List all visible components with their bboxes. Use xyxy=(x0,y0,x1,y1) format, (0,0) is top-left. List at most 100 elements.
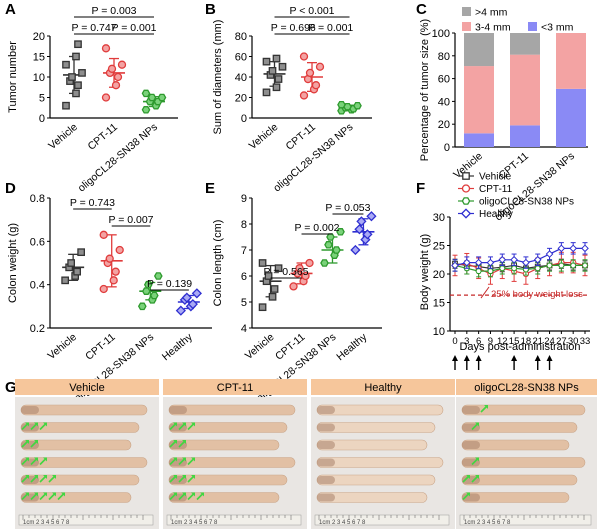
colon-tissue-end xyxy=(21,406,39,414)
tumor-arrow-head xyxy=(25,422,29,427)
series-point xyxy=(510,255,518,264)
x-tick-label-F: 30 xyxy=(568,336,579,347)
tumor-arrow-head xyxy=(475,475,479,479)
data-point xyxy=(268,292,277,301)
panel-letter-E: E xyxy=(205,180,215,197)
data-point xyxy=(305,68,315,78)
series-point xyxy=(462,258,471,267)
photo-label-bar xyxy=(15,379,159,395)
p-value-label: P = 0.696 xyxy=(271,22,316,34)
y-tick-label-C: 20 xyxy=(438,119,450,131)
tumor-arrow-head xyxy=(52,492,56,497)
x-tick-label-F: 0 xyxy=(452,336,457,347)
dose-arrow-head xyxy=(546,355,553,361)
data-point xyxy=(68,73,76,81)
colon-tissue-end xyxy=(317,441,335,449)
data-point xyxy=(305,258,314,268)
y-axis-label-F: Body weight (g) xyxy=(419,234,431,310)
series-point xyxy=(451,261,459,270)
tumor-arrow-head xyxy=(466,475,470,479)
x-tick-label-F: 12 xyxy=(497,336,508,347)
y-tick-label-F: 25 xyxy=(433,241,445,253)
y-axis-label-D: Colon weight (g) xyxy=(7,223,19,303)
data-point xyxy=(274,264,283,273)
y-tick-label-F: 20 xyxy=(433,269,445,281)
y-tick-label-B: 40 xyxy=(235,72,247,84)
data-point xyxy=(113,72,123,82)
ruler xyxy=(18,514,154,526)
data-point xyxy=(109,276,118,285)
tumor-arrow-head xyxy=(25,440,29,444)
data-point xyxy=(141,106,151,114)
data-point xyxy=(101,44,111,53)
data-point xyxy=(311,81,321,90)
tumor-arrow-head xyxy=(34,457,38,462)
data-point xyxy=(72,89,80,98)
data-point xyxy=(301,271,310,281)
dose-arrow-head xyxy=(463,355,470,361)
x-tick-label-F: 24 xyxy=(544,336,555,347)
data-point xyxy=(153,272,163,280)
colon-tissue xyxy=(461,404,586,416)
colon-tissue xyxy=(20,404,148,416)
data-point xyxy=(191,288,202,299)
colon-tissue xyxy=(20,457,148,468)
data-point xyxy=(258,303,267,312)
tumor-arrow-head xyxy=(466,492,470,497)
y-tick-label-B: 60 xyxy=(235,52,247,64)
data-point xyxy=(350,244,361,256)
y-tick-label-B: 20 xyxy=(235,93,247,105)
series-point xyxy=(486,258,495,267)
colon-tissue xyxy=(168,457,296,468)
series-point xyxy=(510,265,518,272)
x-tick-label-F: 6 xyxy=(476,336,481,347)
colon-tissue-end xyxy=(317,406,335,414)
dose-arrow-head xyxy=(534,355,541,361)
x-tick-label-D: Vehicle xyxy=(45,331,79,362)
x-tick-label-A: oligoCL28-SN38 NPs xyxy=(76,121,160,194)
data-point xyxy=(99,284,108,294)
data-point xyxy=(272,83,281,92)
y-tick-label-A: 5 xyxy=(39,93,45,105)
data-point xyxy=(270,285,279,293)
y-tick-label-A: 0 xyxy=(39,113,45,125)
data-point xyxy=(299,52,309,61)
panel-letter-B: B xyxy=(205,1,216,18)
tumor-arrow-head xyxy=(182,440,186,444)
data-point xyxy=(354,224,365,235)
tumor-arrow-head xyxy=(43,492,47,497)
p-value-label: P = 0.743 xyxy=(70,197,115,209)
dose-arrow-head xyxy=(475,355,482,361)
y-tick-label-D: 0.2 xyxy=(30,323,45,335)
data-point xyxy=(187,299,198,310)
legend-marker xyxy=(461,184,471,193)
data-point xyxy=(61,276,69,285)
x-tick-label-D: Healthy xyxy=(160,331,196,364)
legend-label: CPT-11 xyxy=(479,184,513,195)
colon-tissue-end xyxy=(317,423,335,432)
y-tick-label-D: 0.4 xyxy=(30,280,45,292)
tumor-arrow-head xyxy=(191,475,195,479)
tumor-arrow-head xyxy=(173,475,177,479)
legend-label: >4 mm xyxy=(475,7,508,19)
data-point xyxy=(320,259,329,267)
series-point xyxy=(581,262,589,269)
tumor-arrow-head xyxy=(182,457,186,462)
series-point xyxy=(522,258,530,267)
tumor-arrow-head xyxy=(173,457,177,462)
series-point xyxy=(498,255,507,264)
p-value-label: P = 0.139 xyxy=(147,278,192,290)
x-tick-label-B: Vehicle xyxy=(247,121,281,152)
y-tick-label-F: 15 xyxy=(433,298,445,310)
tumor-arrow-head xyxy=(34,422,38,427)
data-point xyxy=(337,100,346,109)
data-point xyxy=(362,229,373,240)
data-point xyxy=(105,254,114,263)
tumor-arrow-head xyxy=(200,492,204,497)
data-point xyxy=(336,228,345,236)
tumor-arrow-head xyxy=(25,492,29,497)
y-axis-label-C: Percentage of tumor size (%) xyxy=(419,19,431,161)
y-tick-label-C: 80 xyxy=(438,51,450,63)
y-tick-label-C: 60 xyxy=(438,74,450,86)
